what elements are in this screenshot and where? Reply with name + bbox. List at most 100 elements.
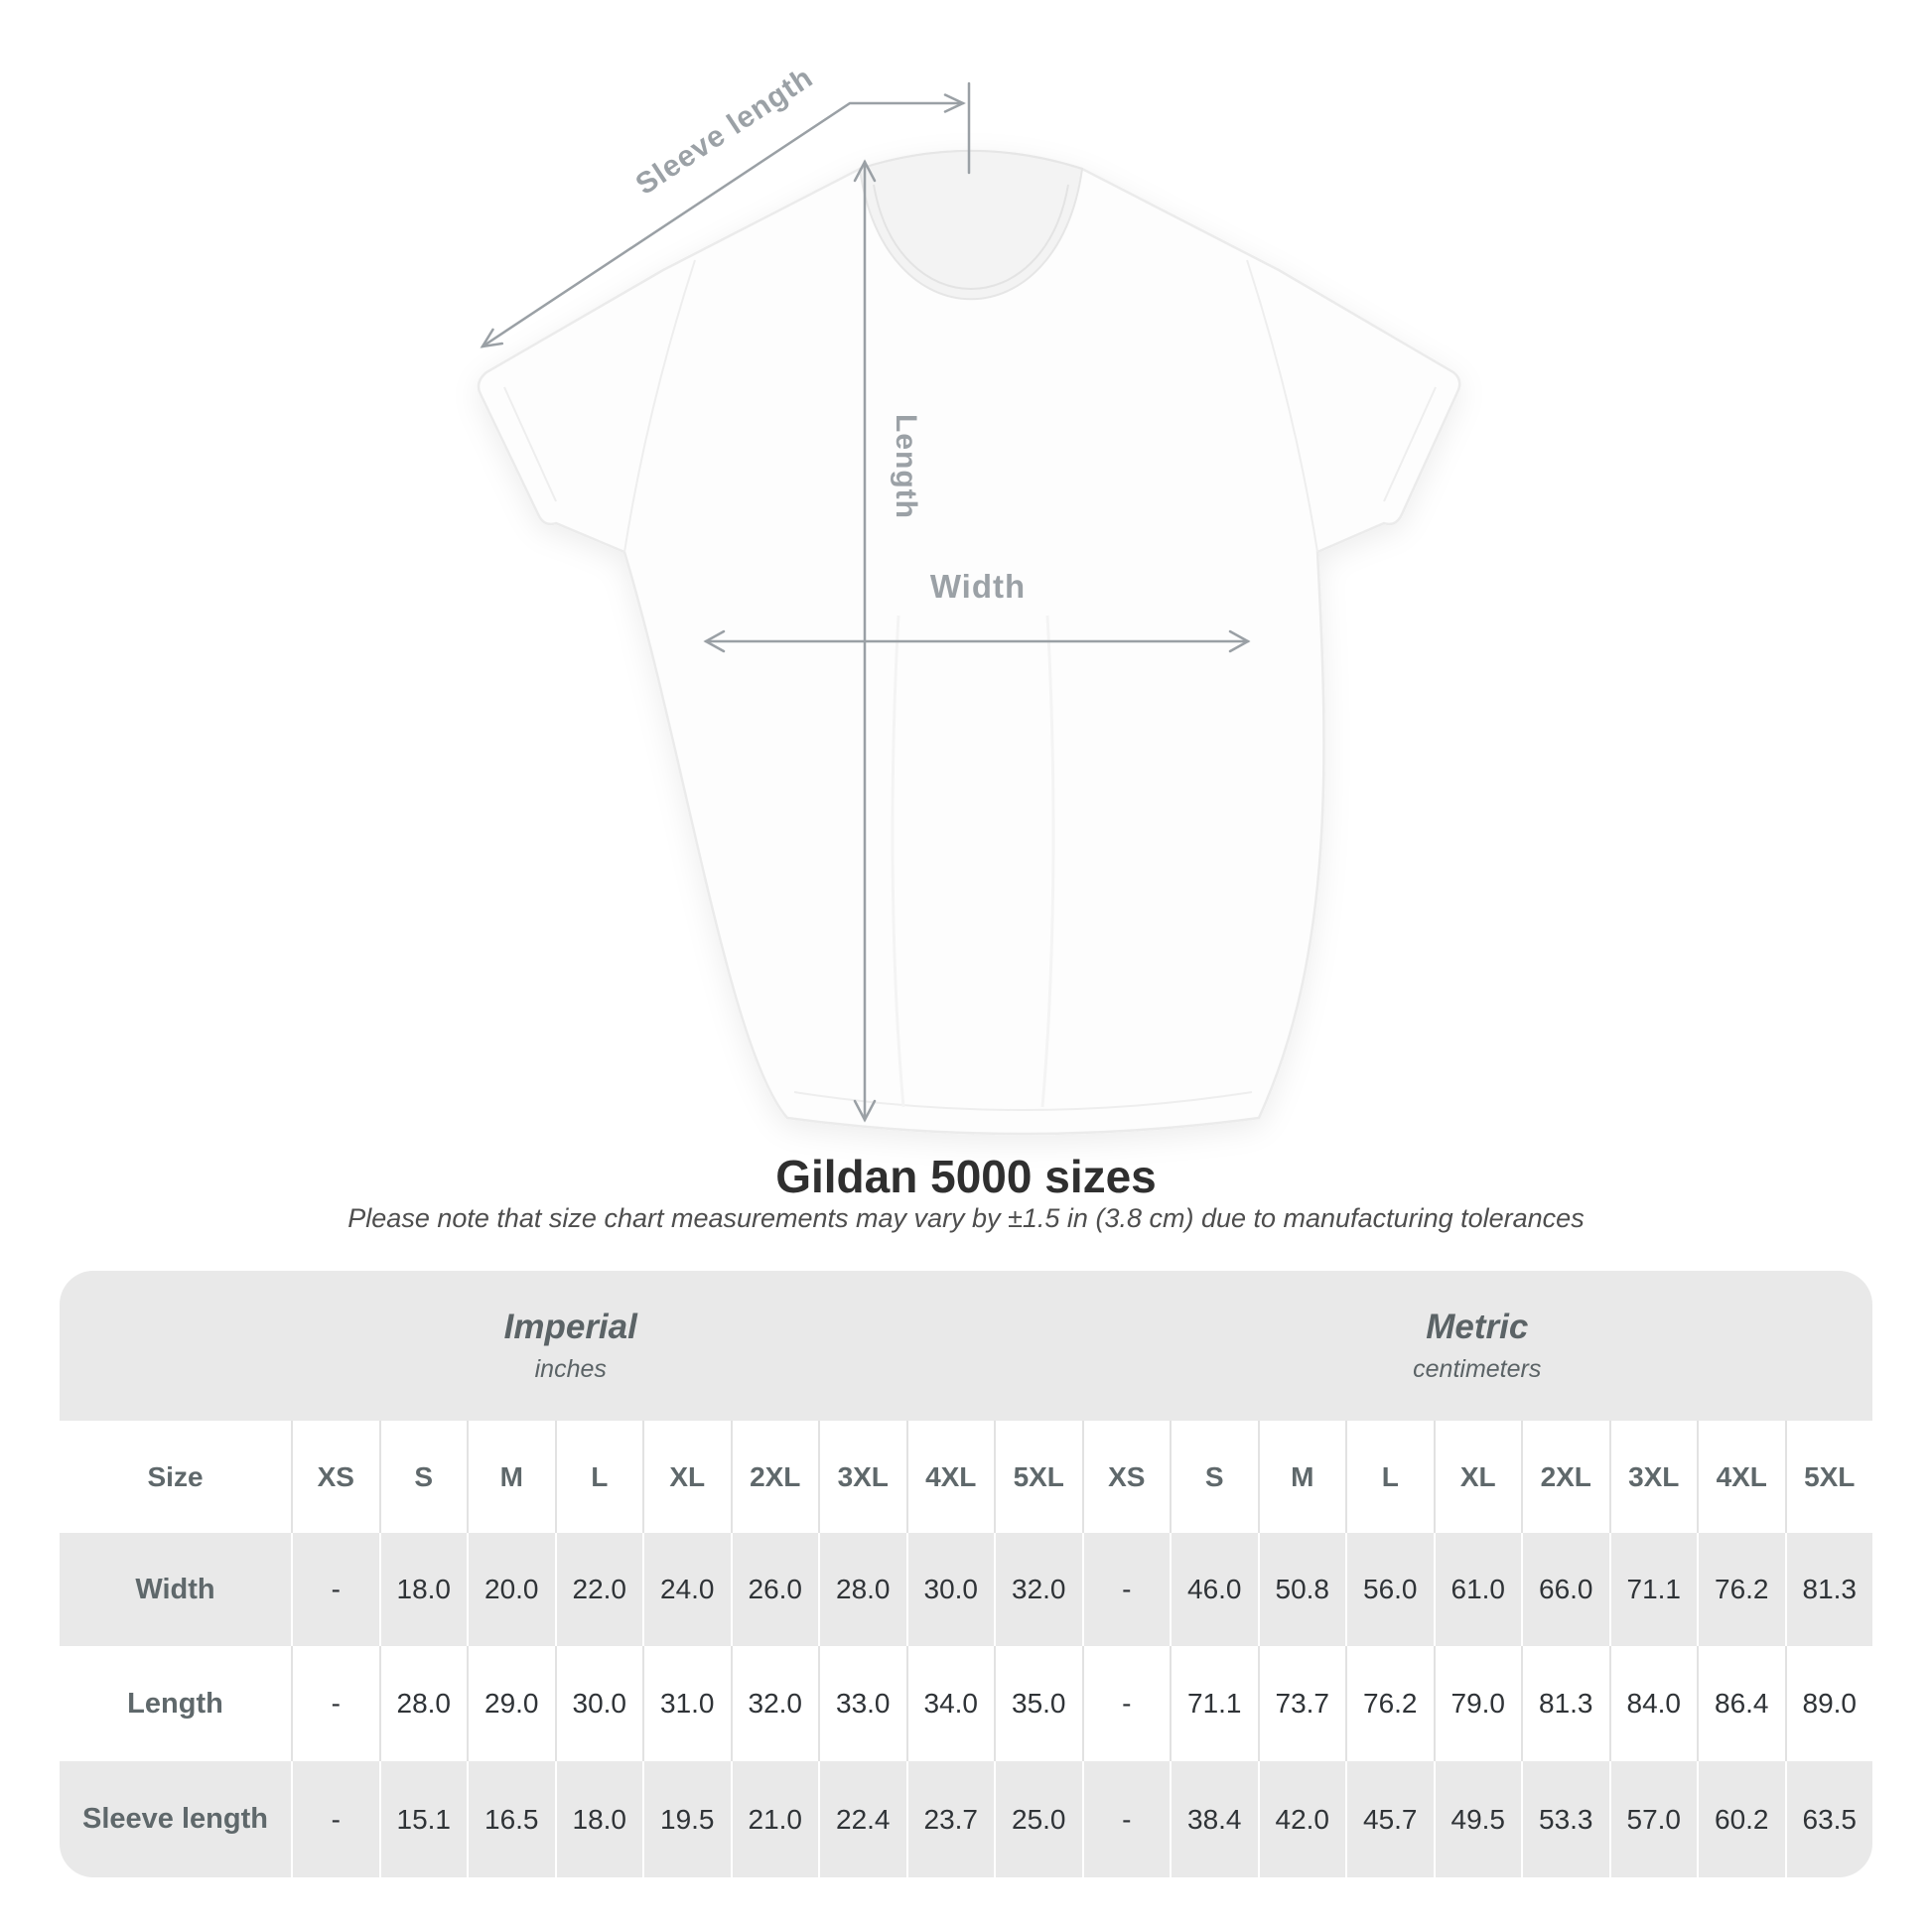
measurement-cell: 35.0 (994, 1646, 1082, 1761)
measurement-cell: - (291, 1533, 379, 1646)
size-header-metric-XS: XS (1081, 1421, 1170, 1533)
sleeve-length-label: Sleeve length (630, 61, 819, 201)
size-header-imperial-5XL: 5XL (994, 1421, 1082, 1533)
imperial-unit-label: inches (534, 1355, 607, 1383)
measurement-cell: 81.3 (1784, 1533, 1872, 1646)
size-header-metric-4XL: 4XL (1697, 1421, 1785, 1533)
measurement-cell: 15.1 (378, 1761, 467, 1877)
measurement-cell: - (1081, 1646, 1170, 1761)
page-title: Gildan 5000 sizes (775, 1151, 1157, 1202)
size-header-metric-3XL: 3XL (1608, 1421, 1697, 1533)
metric-unit-label: centimeters (1413, 1355, 1542, 1383)
unit-group-metric: Metric centimeters (1081, 1271, 1872, 1421)
measurement-cell: 71.1 (1170, 1646, 1258, 1761)
size-header-metric-5XL: 5XL (1784, 1421, 1872, 1533)
measurement-cell: 22.0 (554, 1533, 642, 1646)
tshirt-fold-right (1040, 615, 1055, 1108)
measurement-cell: 66.0 (1521, 1533, 1609, 1646)
row-label: Width (60, 1533, 291, 1646)
measurement-cell: 28.0 (378, 1646, 467, 1761)
measurement-cell: - (291, 1761, 379, 1877)
size-header-metric-M: M (1257, 1421, 1345, 1533)
unit-group-imperial: Imperial inches (60, 1271, 1082, 1421)
measurement-cell: 57.0 (1608, 1761, 1697, 1877)
measurement-cell: 45.7 (1345, 1761, 1434, 1877)
size-header-metric-S: S (1170, 1421, 1258, 1533)
size-header-metric-2XL: 2XL (1521, 1421, 1609, 1533)
measurement-cell: 21.0 (730, 1761, 818, 1877)
width-arrow (703, 629, 1251, 653)
measurement-cell: 33.0 (818, 1646, 906, 1761)
measurement-cell: 29.0 (467, 1646, 555, 1761)
measurement-cell: 60.2 (1697, 1761, 1785, 1877)
measurement-cell: 42.0 (1257, 1761, 1345, 1877)
measurement-cell: 26.0 (730, 1533, 818, 1646)
measurement-cell: 89.0 (1784, 1646, 1872, 1761)
size-header-imperial-M: M (467, 1421, 555, 1533)
measurement-cell: 32.0 (730, 1646, 818, 1761)
tshirt-fold-left (891, 615, 905, 1108)
measurement-cell: 56.0 (1345, 1533, 1434, 1646)
length-label: Length (890, 414, 922, 519)
measurement-cell: 19.5 (642, 1761, 731, 1877)
tshirt-collar (858, 150, 1084, 301)
tshirt-right-cuff-stitch (1383, 386, 1437, 502)
measurement-cell: 18.0 (554, 1761, 642, 1877)
tolerance-note: Please note that size chart measurements… (347, 1203, 1585, 1233)
measurement-cell: 25.0 (994, 1761, 1082, 1877)
measurement-cell: 50.8 (1257, 1533, 1345, 1646)
tshirt-seam-left-sleeve (623, 259, 696, 553)
row-label: Sleeve length (60, 1761, 291, 1877)
measurement-cell: - (291, 1646, 379, 1761)
measurement-cell: 73.7 (1257, 1646, 1345, 1761)
size-header-imperial-XL: XL (642, 1421, 731, 1533)
size-table: Imperial inches Metric centimeters Size X… (60, 1271, 1872, 1877)
measurement-cell: 23.7 (905, 1761, 994, 1877)
tshirt-hem-stitch (793, 1091, 1253, 1111)
measurement-cell: 79.0 (1433, 1646, 1521, 1761)
size-header-imperial-2XL: 2XL (730, 1421, 818, 1533)
measurement-cell: - (1081, 1533, 1170, 1646)
measurement-cell: 34.0 (905, 1646, 994, 1761)
row-label: Length (60, 1646, 291, 1761)
size-header-imperial-S: S (378, 1421, 467, 1533)
size-column-header: Size (60, 1421, 291, 1533)
measurement-cell: 76.2 (1697, 1533, 1785, 1646)
measurement-cell: 81.3 (1521, 1646, 1609, 1761)
imperial-label: Imperial (503, 1308, 637, 1346)
measurement-cell: 71.1 (1608, 1533, 1697, 1646)
size-header-imperial-4XL: 4XL (905, 1421, 994, 1533)
measurement-cell: 30.0 (554, 1646, 642, 1761)
sleeve-length-arrow (480, 81, 971, 348)
tshirt-left-cuff-stitch (503, 386, 557, 502)
measurement-cell: - (1081, 1761, 1170, 1877)
tshirt-seam-right-sleeve (1246, 259, 1318, 553)
size-header-metric-L: L (1345, 1421, 1434, 1533)
width-label: Width (930, 568, 1026, 605)
size-header-imperial-XS: XS (291, 1421, 379, 1533)
measurement-cell: 31.0 (642, 1646, 731, 1761)
measurement-cell: 38.4 (1170, 1761, 1258, 1877)
measurement-cell: 22.4 (818, 1761, 906, 1877)
measurement-cell: 20.0 (467, 1533, 555, 1646)
measurement-cell: 49.5 (1433, 1761, 1521, 1877)
size-header-imperial-3XL: 3XL (818, 1421, 906, 1533)
measurement-cell: 28.0 (818, 1533, 906, 1646)
measurement-cell: 76.2 (1345, 1646, 1434, 1761)
measurement-cell: 63.5 (1784, 1761, 1872, 1877)
tshirt-collar-seam (873, 184, 1069, 290)
measurement-cell: 18.0 (378, 1533, 467, 1646)
measurement-cell: 84.0 (1608, 1646, 1697, 1761)
size-header-metric-XL: XL (1433, 1421, 1521, 1533)
measurement-cell: 30.0 (905, 1533, 994, 1646)
measurement-cell: 24.0 (642, 1533, 731, 1646)
metric-label: Metric (1426, 1308, 1529, 1346)
measurement-cell: 86.4 (1697, 1646, 1785, 1761)
measurement-cell: 32.0 (994, 1533, 1082, 1646)
size-header-imperial-L: L (554, 1421, 642, 1533)
measurement-cell: 61.0 (1433, 1533, 1521, 1646)
measurement-cell: 16.5 (467, 1761, 555, 1877)
measurement-cell: 46.0 (1170, 1533, 1258, 1646)
